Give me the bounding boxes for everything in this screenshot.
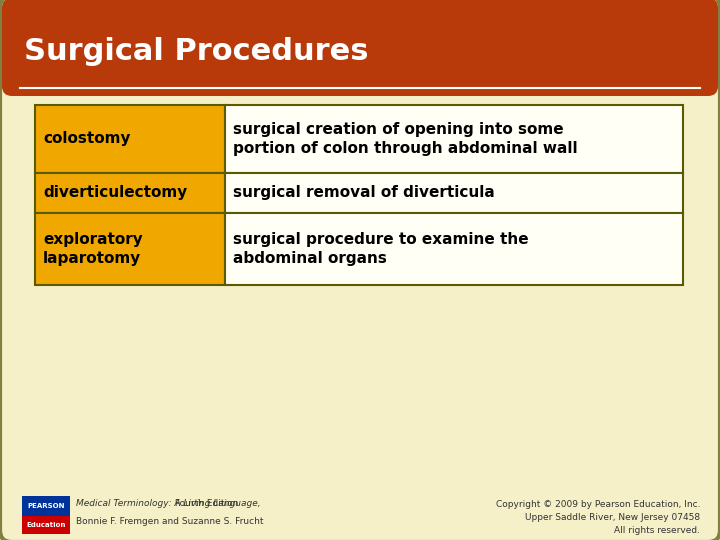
Text: Copyright © 2009 by Pearson Education, Inc.
Upper Saddle River, New Jersey 07458: Copyright © 2009 by Pearson Education, I… <box>495 500 700 535</box>
Text: surgical removal of diverticula: surgical removal of diverticula <box>233 186 495 200</box>
Bar <box>22 496 70 516</box>
Text: Fourth Edition: Fourth Edition <box>172 500 239 509</box>
Text: Bonnie F. Fremgen and Suzanne S. Frucht: Bonnie F. Fremgen and Suzanne S. Frucht <box>76 517 264 526</box>
Bar <box>35 105 225 173</box>
Text: surgical creation of opening into some
portion of colon through abdominal wall: surgical creation of opening into some p… <box>233 122 577 156</box>
Bar <box>225 105 683 173</box>
Bar <box>225 213 683 285</box>
Bar <box>35 173 225 213</box>
Text: Surgical Procedures: Surgical Procedures <box>24 37 369 66</box>
Bar <box>35 213 225 285</box>
Bar <box>225 173 683 213</box>
Bar <box>22 516 70 534</box>
Text: exploratory
laparotomy: exploratory laparotomy <box>43 232 143 266</box>
Text: Education: Education <box>27 522 66 528</box>
Text: surgical procedure to examine the
abdominal organs: surgical procedure to examine the abdomi… <box>233 232 528 266</box>
Text: colostomy: colostomy <box>43 132 130 146</box>
Text: PEARSON: PEARSON <box>27 503 65 509</box>
Text: Medical Terminology: A Living Language,: Medical Terminology: A Living Language, <box>76 500 261 509</box>
Text: diverticulectomy: diverticulectomy <box>43 186 187 200</box>
Bar <box>12 55 708 90</box>
FancyBboxPatch shape <box>2 0 718 96</box>
